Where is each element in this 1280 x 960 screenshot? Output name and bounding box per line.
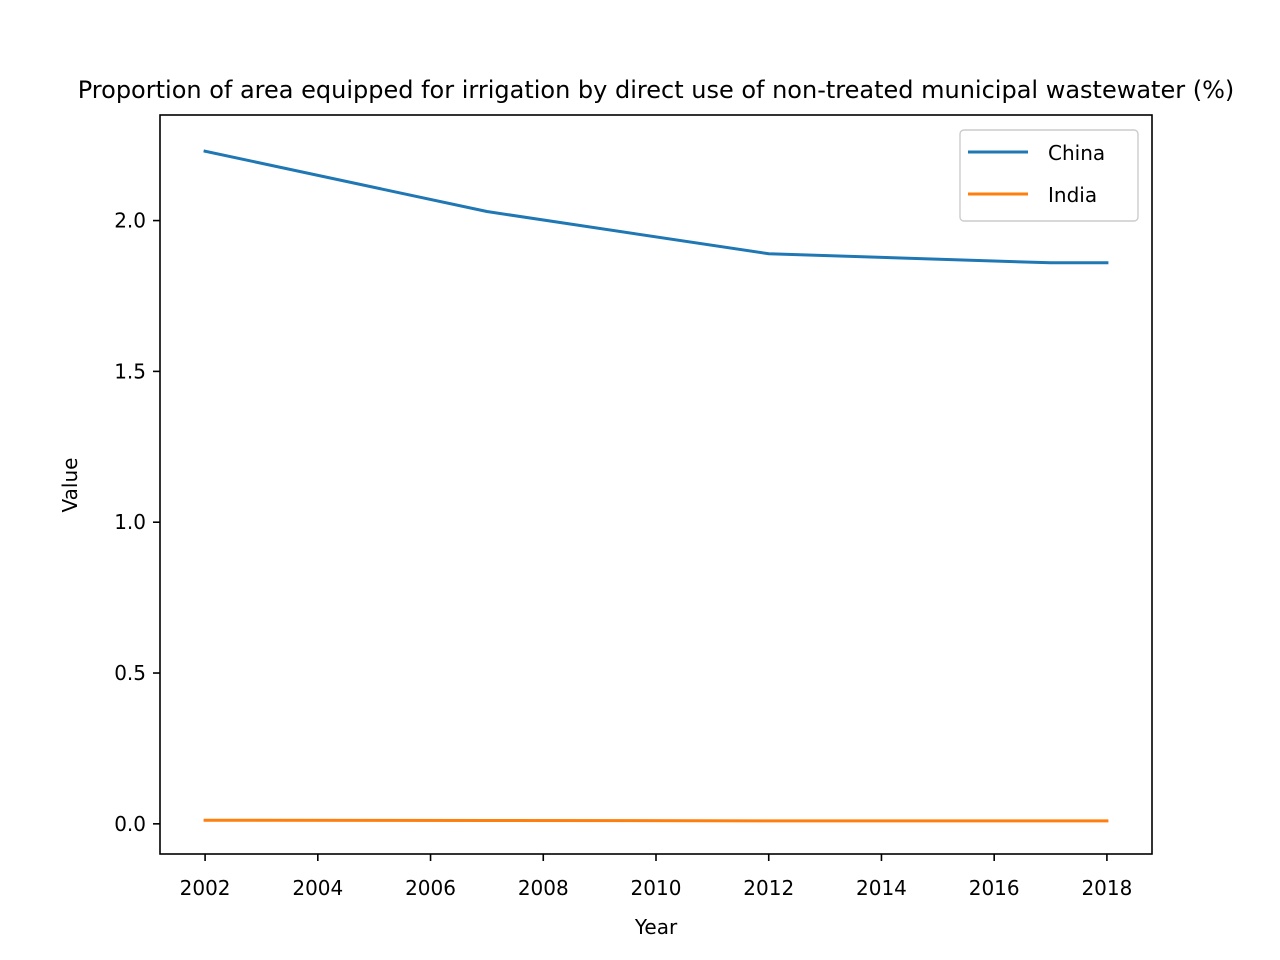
y-tick-label: 1.5 — [114, 359, 146, 383]
data-point-india — [203, 818, 207, 822]
data-point-china — [1105, 261, 1109, 265]
x-tick-label: 2002 — [180, 876, 231, 900]
y-axis-label: Value — [58, 458, 82, 513]
data-point-india — [767, 819, 771, 823]
y-tick-label: 0.5 — [114, 661, 146, 685]
x-tick-label: 2004 — [292, 876, 343, 900]
series-line-china — [203, 149, 1109, 265]
x-axis-label: Year — [634, 915, 678, 939]
series-line-india — [203, 818, 1109, 823]
legend: China India — [959, 129, 1139, 222]
data-point-india — [1105, 819, 1109, 823]
x-tick-label: 2012 — [743, 876, 794, 900]
y-tick-label: 1.0 — [114, 510, 146, 534]
x-axis-ticks: 2002 2004 2006 2008 2010 2012 2014 2016 2018 — [180, 854, 1132, 900]
y-axis-ticks: 0.0 0.5 1.0 1.5 2.0 — [114, 209, 160, 836]
data-point-china — [767, 252, 771, 256]
legend-label-india: India — [1048, 183, 1097, 207]
chart-title: Proportion of area equipped for irrigati… — [78, 76, 1235, 104]
data-point-india — [485, 819, 489, 823]
y-tick-label: 2.0 — [114, 209, 146, 233]
data-point-china — [1049, 261, 1053, 265]
x-tick-label: 2016 — [969, 876, 1020, 900]
x-tick-label: 2008 — [518, 876, 569, 900]
x-tick-label: 2010 — [631, 876, 682, 900]
series-layer — [203, 149, 1109, 823]
data-point-china — [203, 149, 207, 153]
x-tick-label: 2018 — [1081, 876, 1132, 900]
legend-label-china: China — [1048, 141, 1105, 165]
data-point-india — [1049, 819, 1053, 823]
data-point-china — [485, 210, 489, 214]
x-tick-label: 2014 — [856, 876, 907, 900]
y-tick-label: 0.0 — [114, 812, 146, 836]
x-tick-label: 2006 — [405, 876, 456, 900]
plot-area — [160, 115, 1152, 854]
